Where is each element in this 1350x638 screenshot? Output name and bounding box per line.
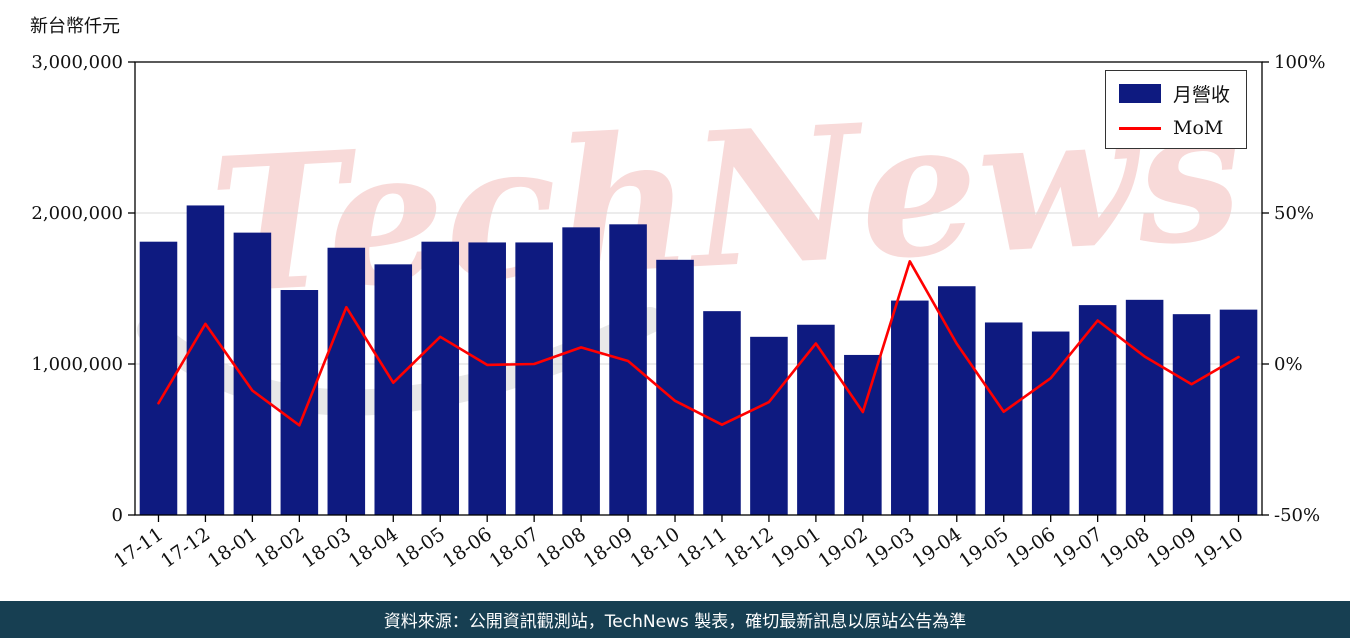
revenue-bar [609, 224, 647, 515]
x-tick-label: 18-11 [673, 523, 730, 572]
revenue-bar [139, 241, 178, 515]
revenue-bar [1219, 309, 1258, 515]
source-footer: 資料來源：公開資訊觀測站，TechNews 製表，確切最新訊息以原站公告為準 [0, 601, 1350, 638]
x-tick-label: 18-09 [579, 523, 636, 572]
x-tick-label: 18-05 [392, 523, 449, 572]
x-tick-label: 17-12 [157, 523, 214, 572]
legend-item-mom: MoM [1118, 117, 1230, 139]
revenue-bar [1172, 314, 1211, 515]
x-tick-label: 18-01 [204, 523, 261, 572]
x-tick-label: 19-01 [767, 523, 824, 572]
x-tick-label: 19-07 [1049, 523, 1106, 572]
revenue-bar [797, 324, 835, 515]
x-tick-label: 19-03 [861, 523, 918, 572]
revenue-bar [703, 311, 741, 515]
legend-revenue-label: 月營收 [1172, 84, 1230, 106]
x-tick-label: 18-06 [439, 523, 496, 572]
y2-tick-label: 50% [1274, 203, 1314, 224]
legend: 月營收 MoM [1104, 70, 1247, 149]
y-tick-label: 2,000,000 [31, 203, 123, 224]
x-tick-label: 19-04 [908, 523, 965, 572]
y2-tick-label: 0% [1274, 354, 1303, 375]
x-tick-label: 18-02 [251, 523, 308, 572]
revenue-bar [515, 242, 553, 515]
revenue-bar [656, 259, 694, 515]
y-axis-unit-label: 新台幣仟元 [30, 16, 120, 37]
source-footer-text: 資料來源：公開資訊觀測站，TechNews 製表，確切最新訊息以原站公告為準 [383, 612, 967, 632]
x-tick-label: 19-10 [1190, 523, 1247, 572]
revenue-bar [280, 290, 319, 515]
x-tick-label: 18-10 [626, 523, 683, 572]
revenue-bar [750, 336, 788, 515]
x-tick-label: 17-11 [110, 523, 167, 572]
revenue-bar [468, 242, 506, 515]
x-tick-label: 19-09 [1143, 523, 1200, 572]
x-tick-label: 19-08 [1096, 523, 1153, 572]
x-tick-label: 19-06 [1002, 523, 1059, 572]
x-tick-label: 18-07 [486, 523, 543, 572]
x-tick-label: 19-05 [955, 523, 1012, 572]
x-tick-label: 18-04 [345, 523, 402, 572]
mom-line-swatch [1118, 126, 1161, 130]
revenue-bar [186, 205, 225, 515]
legend-item-revenue: 月營收 [1118, 80, 1230, 107]
y-tick-label: 0 [112, 505, 123, 526]
revenue-bar [984, 322, 1023, 515]
revenue-bar [421, 241, 460, 515]
revenue-bar [1031, 331, 1070, 515]
revenue-bar [1078, 305, 1117, 515]
plot-border [134, 61, 1263, 516]
x-tick-label: 18-08 [532, 523, 589, 572]
revenue-bar [844, 354, 882, 515]
x-tick-label: 18-03 [298, 523, 355, 572]
y-tick-label: 3,000,000 [31, 52, 123, 73]
mom-line [157, 260, 1240, 427]
x-tick-label: 19-02 [814, 523, 871, 572]
y-tick-label: 1,000,000 [31, 354, 123, 375]
revenue-mom-chart: 0 1,000,000 2,000,000 3,000,000 -50% 0% 50% 100… [31, 52, 1325, 573]
revenue-bar [374, 264, 413, 515]
legend-mom-label: MoM [1172, 117, 1224, 139]
y2-tick-label: -50% [1274, 505, 1320, 526]
revenue-bar [562, 227, 600, 515]
revenue-bar [327, 247, 366, 516]
revenue-bar [891, 300, 929, 515]
revenue-swatch [1118, 84, 1161, 103]
y2-tick-label: 100% [1274, 52, 1325, 73]
x-tick-label: 18-12 [720, 523, 777, 572]
revenue-bar [1125, 299, 1164, 515]
